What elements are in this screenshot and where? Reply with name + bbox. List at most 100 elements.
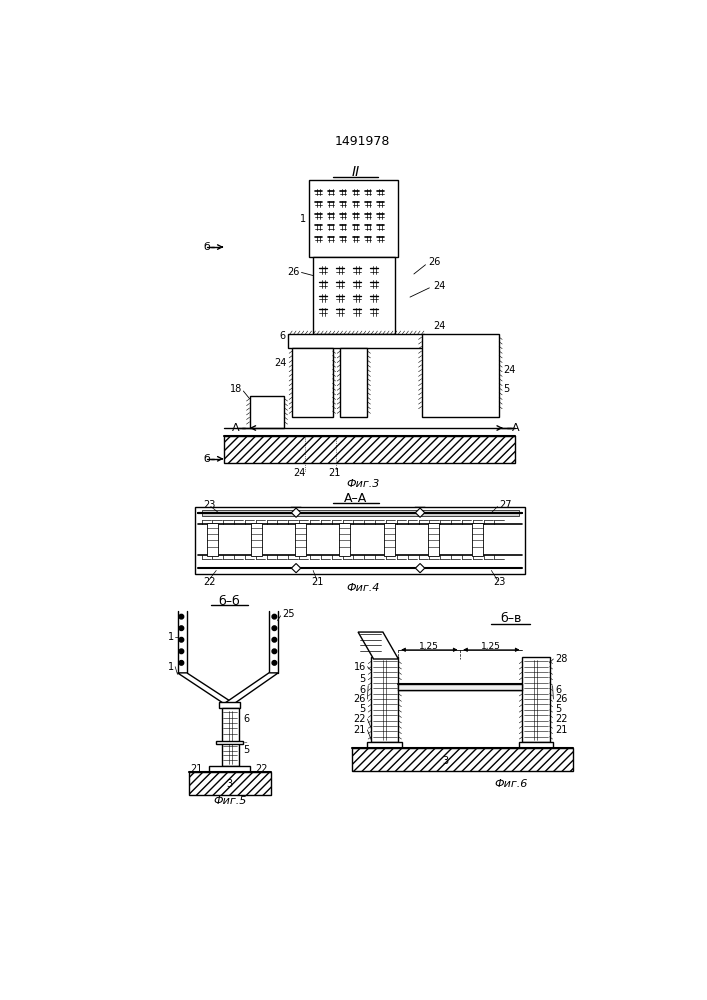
Polygon shape: [177, 673, 234, 704]
Text: 1: 1: [168, 632, 174, 642]
Text: II: II: [351, 165, 360, 179]
Text: 26: 26: [287, 267, 299, 277]
Text: Фиг.5: Фиг.5: [214, 796, 247, 806]
Text: 6: 6: [360, 685, 366, 695]
Bar: [518, 742, 554, 748]
Text: А: А: [232, 423, 240, 433]
Text: 21: 21: [329, 468, 341, 478]
Text: 6: 6: [243, 714, 250, 724]
Text: 6: 6: [555, 685, 561, 695]
Text: 26: 26: [354, 694, 366, 704]
Bar: [368, 742, 402, 748]
Circle shape: [272, 649, 276, 654]
Bar: [371, 657, 398, 742]
Polygon shape: [358, 632, 398, 659]
Bar: [216, 741, 243, 744]
Text: Фиг.3: Фиг.3: [347, 479, 380, 489]
FancyBboxPatch shape: [291, 507, 301, 518]
Circle shape: [179, 626, 184, 631]
Text: Фиг.6: Фиг.6: [494, 779, 527, 789]
Text: 21: 21: [354, 725, 366, 735]
Text: 5: 5: [243, 745, 250, 755]
Text: 21: 21: [311, 577, 323, 587]
Bar: [251, 523, 262, 556]
Bar: [189, 772, 271, 795]
Bar: [384, 523, 395, 556]
Text: 22: 22: [203, 577, 216, 587]
Bar: [224, 436, 515, 463]
Text: 3: 3: [226, 779, 233, 789]
Text: 24: 24: [433, 321, 445, 331]
Text: б–в: б–в: [500, 612, 522, 625]
Text: 21: 21: [555, 725, 567, 735]
Bar: [309, 180, 398, 257]
Text: 26: 26: [555, 694, 567, 704]
Text: 27: 27: [499, 500, 512, 510]
Bar: [472, 523, 483, 556]
Bar: [339, 523, 351, 556]
Circle shape: [272, 614, 276, 619]
Text: 6: 6: [279, 331, 285, 341]
Text: А: А: [513, 423, 520, 433]
Text: б–б: б–б: [218, 595, 240, 608]
Text: 22: 22: [354, 714, 366, 724]
Text: 23: 23: [203, 500, 216, 510]
Circle shape: [179, 637, 184, 642]
Bar: [195, 507, 525, 574]
Polygon shape: [416, 564, 425, 573]
Text: б: б: [203, 454, 210, 464]
Bar: [292, 348, 332, 417]
Text: 5: 5: [360, 704, 366, 714]
Bar: [522, 657, 549, 742]
Text: 1491978: 1491978: [334, 135, 390, 148]
Text: 22: 22: [555, 714, 568, 724]
Bar: [288, 334, 424, 348]
Text: 18: 18: [230, 384, 242, 394]
Bar: [218, 702, 240, 708]
Bar: [421, 334, 499, 417]
Text: 5: 5: [503, 384, 509, 394]
Text: 23: 23: [493, 577, 506, 587]
Polygon shape: [291, 564, 300, 573]
Circle shape: [179, 649, 184, 654]
Bar: [209, 766, 250, 772]
Text: б: б: [203, 242, 210, 252]
Circle shape: [272, 637, 276, 642]
Text: 5: 5: [360, 674, 366, 684]
Text: 1: 1: [300, 214, 306, 224]
Bar: [398, 684, 522, 690]
Circle shape: [272, 661, 276, 665]
Text: 1: 1: [168, 662, 174, 672]
Bar: [250, 396, 284, 428]
Polygon shape: [291, 508, 300, 517]
Text: 21: 21: [191, 764, 203, 774]
Text: 22: 22: [255, 764, 267, 774]
Text: 26: 26: [428, 257, 440, 267]
Bar: [222, 743, 239, 766]
Text: Фиг.4: Фиг.4: [347, 583, 380, 593]
Text: 16: 16: [354, 662, 366, 672]
Text: 5: 5: [555, 704, 561, 714]
Text: 28: 28: [555, 654, 567, 664]
Circle shape: [179, 661, 184, 665]
Text: 1,25: 1,25: [419, 642, 439, 651]
FancyBboxPatch shape: [414, 507, 426, 518]
Text: 24: 24: [503, 365, 515, 375]
Text: 24: 24: [274, 358, 287, 368]
Polygon shape: [416, 508, 425, 517]
Bar: [340, 348, 368, 417]
Text: –: –: [243, 739, 247, 745]
Text: 1,25: 1,25: [481, 642, 501, 651]
Bar: [296, 523, 306, 556]
Bar: [207, 523, 218, 556]
Bar: [352, 748, 573, 771]
Bar: [222, 708, 239, 743]
Bar: [313, 257, 395, 334]
Text: 24: 24: [293, 468, 305, 478]
Text: 24: 24: [433, 281, 445, 291]
Text: А–А: А–А: [344, 492, 368, 505]
Polygon shape: [224, 673, 279, 704]
Bar: [428, 523, 438, 556]
Text: 3: 3: [442, 756, 448, 766]
Text: 25: 25: [282, 609, 295, 619]
